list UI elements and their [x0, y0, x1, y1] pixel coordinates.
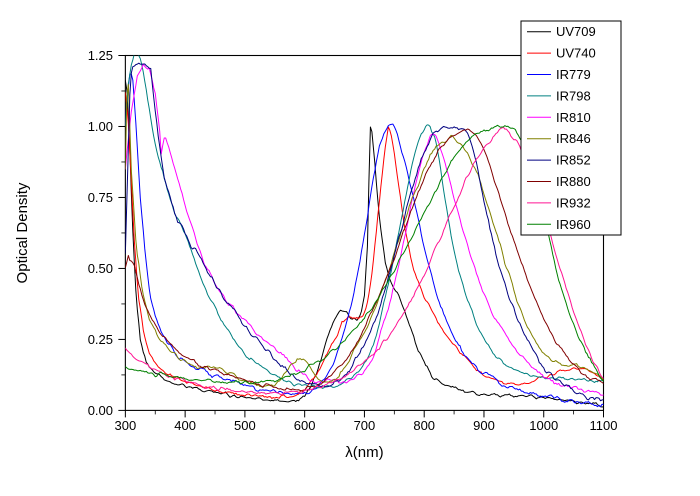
- svg-text:IR852: IR852: [556, 153, 591, 168]
- svg-text:800: 800: [413, 418, 435, 433]
- svg-text:400: 400: [174, 418, 196, 433]
- svg-text:1100: 1100: [590, 418, 618, 433]
- svg-text:IR798: IR798: [556, 88, 591, 103]
- svg-text:900: 900: [473, 418, 495, 433]
- svg-text:IR932: IR932: [556, 195, 591, 210]
- svg-text:IR846: IR846: [556, 131, 591, 146]
- svg-text:300: 300: [115, 418, 137, 433]
- svg-text:UV740: UV740: [556, 46, 596, 61]
- svg-text:0.25: 0.25: [88, 332, 113, 347]
- svg-text:λ(nm): λ(nm): [345, 444, 383, 461]
- svg-text:UV709: UV709: [556, 24, 596, 39]
- svg-text:1000: 1000: [529, 418, 558, 433]
- svg-text:IR960: IR960: [556, 217, 591, 232]
- svg-text:Optical Density: Optical Density: [14, 182, 31, 283]
- svg-text:0.75: 0.75: [88, 190, 113, 205]
- svg-text:0.50: 0.50: [88, 261, 113, 276]
- svg-text:700: 700: [354, 418, 376, 433]
- svg-text:IR810: IR810: [556, 110, 591, 125]
- svg-text:IR880: IR880: [556, 174, 591, 189]
- svg-text:1.25: 1.25: [88, 48, 113, 63]
- svg-text:500: 500: [234, 418, 256, 433]
- svg-text:IR779: IR779: [556, 67, 591, 82]
- svg-text:600: 600: [294, 418, 316, 433]
- svg-text:1.00: 1.00: [88, 119, 113, 134]
- svg-text:0.00: 0.00: [88, 403, 113, 418]
